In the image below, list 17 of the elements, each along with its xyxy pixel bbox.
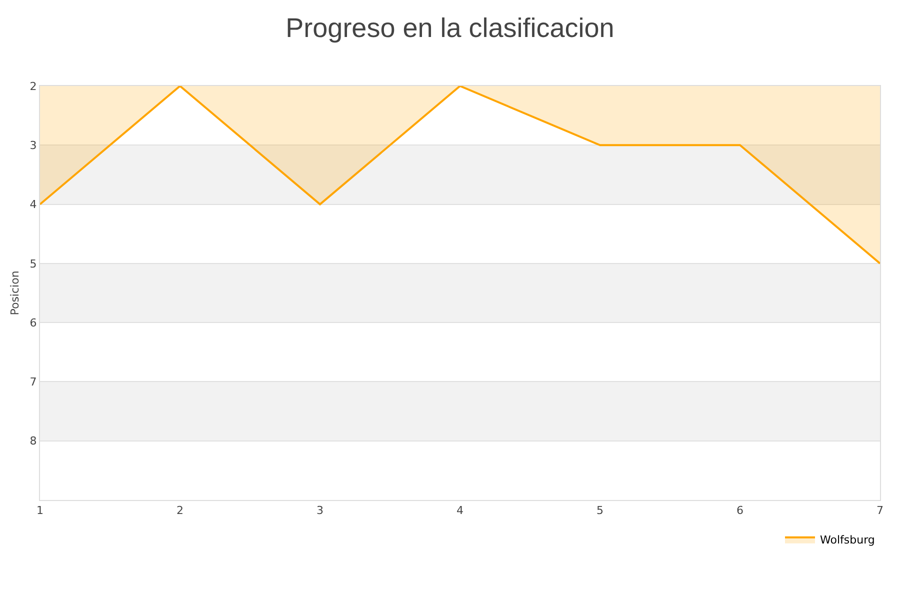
y-tick-label: 4 bbox=[30, 198, 37, 212]
y-tick-label: 2 bbox=[30, 80, 37, 93]
x-tick-label: 3 bbox=[316, 504, 324, 518]
x-tick-label: 6 bbox=[736, 504, 744, 518]
chart-title: Progreso en la clasificacion bbox=[286, 12, 614, 43]
x-tick-label: 1 bbox=[36, 504, 44, 518]
y-tick-label: 3 bbox=[30, 138, 37, 152]
y-tick-label: 5 bbox=[30, 257, 37, 270]
x-tick-label: 7 bbox=[876, 504, 884, 518]
y-tick-label: 6 bbox=[30, 316, 37, 330]
x-tick-label: 4 bbox=[456, 504, 464, 518]
y-tick-label: 8 bbox=[30, 434, 37, 448]
x-tick-label: 2 bbox=[176, 504, 184, 518]
y-tick-label: 7 bbox=[30, 376, 37, 389]
x-tick-label: 5 bbox=[596, 504, 604, 518]
legend-label: Wolfsburg bbox=[820, 534, 875, 547]
y-axis-title: Posicion bbox=[8, 270, 22, 316]
